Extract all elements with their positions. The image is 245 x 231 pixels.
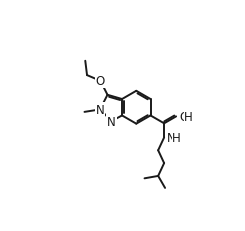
- Text: H: H: [172, 131, 181, 144]
- Text: O: O: [179, 110, 189, 123]
- Text: H: H: [184, 110, 193, 123]
- Text: N: N: [96, 103, 104, 116]
- Text: N: N: [167, 131, 176, 144]
- Text: N: N: [107, 115, 116, 128]
- Text: O: O: [96, 75, 105, 88]
